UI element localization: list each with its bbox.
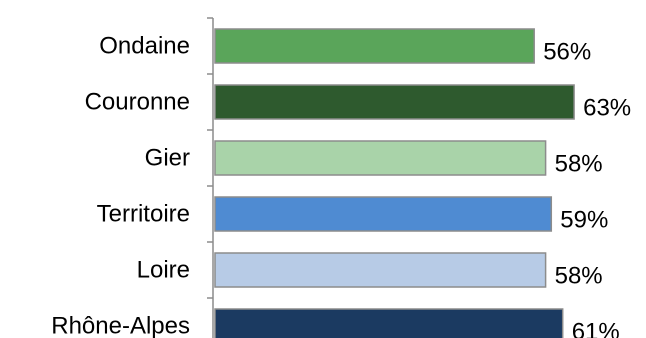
data-value-label: 58% — [555, 263, 603, 290]
bar — [214, 28, 535, 64]
category-tick-label: Rhône-Alpes — [51, 313, 190, 338]
data-value-label: 56% — [543, 39, 591, 66]
labels: Ondaine 56% Couronne 63% Gier 58% Territoire 59… — [51, 33, 631, 338]
bar — [214, 308, 564, 338]
data-value-label: 58% — [555, 151, 603, 178]
data-value-label: 59% — [560, 207, 608, 234]
category-tick-label: Loire — [137, 257, 190, 284]
category-tick-label: Gier — [145, 145, 190, 172]
y-axis — [207, 17, 214, 338]
category-tick-label: Couronne — [85, 89, 190, 116]
bar — [214, 196, 553, 232]
category-tick-label: Territoire — [97, 201, 190, 228]
bar — [214, 140, 547, 176]
category-tick-label: Ondaine — [99, 33, 190, 60]
bar — [214, 84, 575, 120]
bar — [214, 252, 547, 288]
data-value-label: 61% — [572, 319, 620, 338]
data-value-label: 63% — [583, 95, 631, 122]
bars — [214, 28, 575, 338]
